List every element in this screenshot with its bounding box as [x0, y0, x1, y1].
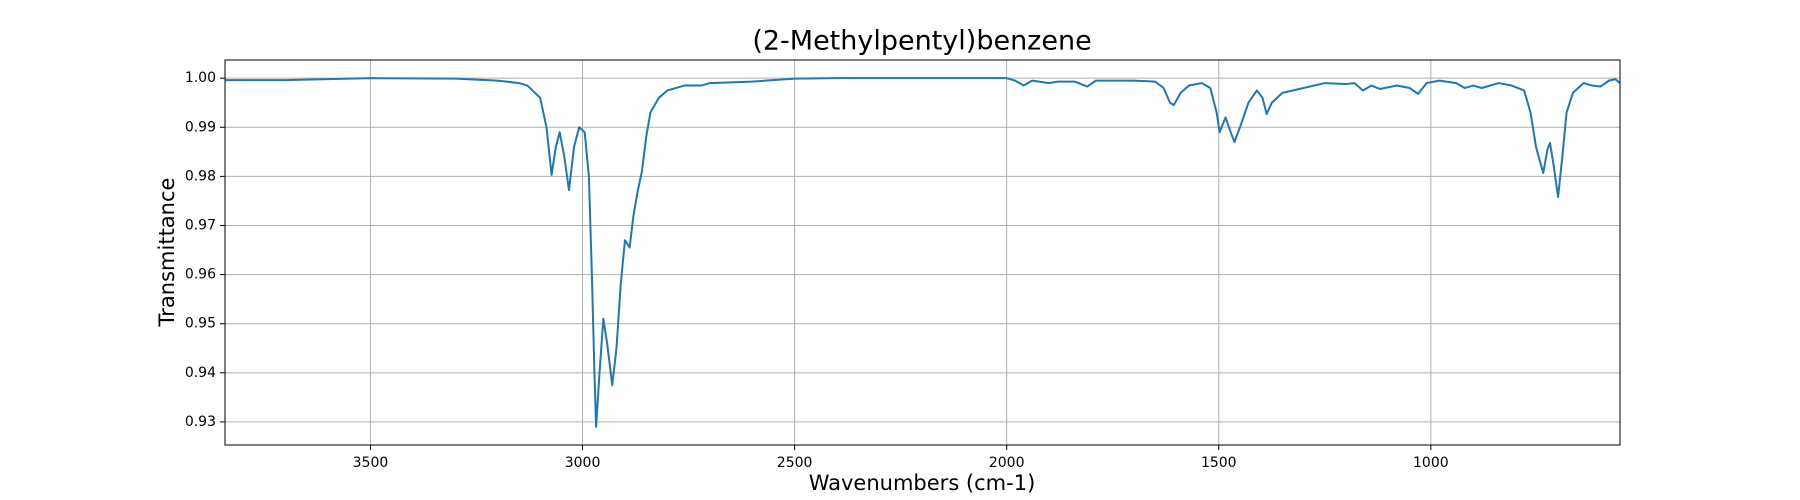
x-tick-label: 3500: [353, 455, 389, 471]
y-tick-label: 0.99: [185, 119, 216, 135]
x-axis-label: Wavenumbers (cm-1): [809, 471, 1036, 495]
y-axis-label: Transmittance: [155, 178, 179, 328]
x-tick-label: 2000: [989, 455, 1025, 471]
y-tick-label: 0.98: [185, 168, 216, 184]
y-tick-label: 0.96: [185, 267, 216, 283]
y-tick-label: 0.93: [185, 414, 216, 430]
x-tick-label: 2500: [777, 455, 813, 471]
y-tick-label: 0.95: [185, 316, 216, 332]
y-tick-label: 1.00: [185, 70, 216, 86]
chart-title: (2-Methylpentyl)benzene: [752, 26, 1091, 57]
spectrum-line: [225, 77, 1621, 428]
x-tick-label: 1500: [1201, 455, 1237, 471]
x-tick-label: 3000: [565, 455, 601, 471]
x-tick-label: 1000: [1413, 455, 1449, 471]
y-tick-label: 0.97: [185, 217, 216, 233]
plot-frame: [224, 59, 1621, 446]
y-tick-label: 0.94: [185, 365, 216, 381]
